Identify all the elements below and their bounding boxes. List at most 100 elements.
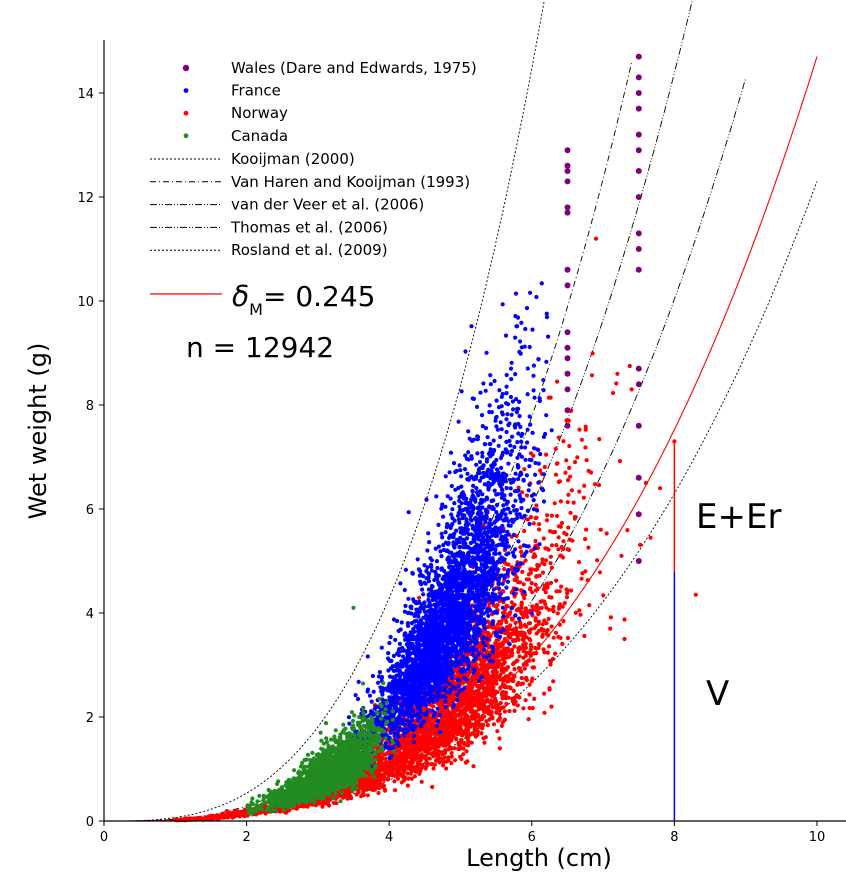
norway-point: [497, 715, 502, 721]
norway-point: [430, 784, 435, 790]
norway-point: [501, 640, 506, 645]
norway-point: [473, 681, 478, 686]
france-point: [475, 451, 480, 456]
france-point: [538, 452, 543, 457]
norway-point: [533, 538, 538, 544]
norway-point: [405, 771, 410, 776]
norway-point: [359, 786, 364, 791]
france-point: [494, 502, 500, 508]
norway-point: [551, 635, 556, 640]
norway-point: [459, 756, 464, 762]
norway-point: [392, 779, 397, 784]
norway-point: [511, 631, 516, 637]
norway-point: [514, 626, 519, 631]
norway-point: [472, 662, 478, 667]
norway-point: [469, 740, 474, 745]
france-point: [504, 384, 509, 389]
norway-point: [535, 566, 540, 571]
france-point: [473, 655, 478, 661]
norway-point: [381, 774, 386, 779]
norway-point: [583, 569, 588, 574]
france-point: [542, 472, 547, 477]
norway-point: [466, 707, 471, 712]
norway-point: [544, 518, 550, 523]
norway-point: [529, 644, 534, 649]
norway-point: [465, 702, 470, 707]
france-point: [377, 670, 382, 675]
norway-point: [385, 761, 391, 766]
norway-point: [499, 723, 504, 729]
norway-point: [544, 630, 549, 635]
norway-point: [365, 785, 370, 791]
norway-point: [534, 602, 540, 607]
norway-point: [502, 685, 507, 690]
norway-point: [568, 510, 573, 515]
norway-point: [537, 573, 542, 578]
france-point: [517, 414, 522, 419]
france-point: [486, 613, 491, 619]
norway-point: [451, 713, 456, 718]
france-point: [411, 733, 416, 738]
norway-point: [563, 470, 568, 475]
norway-point: [402, 750, 407, 755]
norway-point: [580, 571, 585, 576]
norway-point: [582, 633, 587, 639]
norway-point: [458, 703, 463, 708]
norway-point: [611, 390, 616, 396]
norway-point: [593, 236, 599, 241]
norway-point: [436, 744, 441, 749]
norway-point: [477, 715, 482, 720]
norway-point: [423, 741, 428, 747]
norway-point: [542, 710, 547, 715]
norway-point: [228, 811, 233, 816]
norway-point: [502, 678, 508, 683]
norway-point: [467, 685, 472, 690]
norway-point: [206, 815, 211, 821]
norway-point: [601, 593, 606, 598]
norway-point: [525, 517, 531, 522]
norway-point: [497, 708, 502, 713]
france-point: [479, 413, 485, 418]
norway-point: [489, 712, 494, 717]
norway-point: [498, 685, 503, 691]
norway-point: [521, 706, 526, 711]
norway-point: [519, 675, 524, 681]
norway-point: [509, 600, 514, 605]
france-point: [490, 622, 495, 627]
norway-point: [529, 581, 534, 586]
france-point: [531, 388, 536, 393]
france-point: [369, 699, 374, 704]
norway-point: [569, 588, 574, 593]
norway-point: [586, 468, 591, 473]
norway-point: [525, 609, 530, 614]
norway-point: [562, 530, 567, 536]
norway-point: [472, 716, 477, 721]
france-point: [511, 571, 516, 576]
norway-point: [482, 704, 487, 709]
norway-point: [442, 739, 447, 744]
france-point: [443, 474, 448, 479]
norway-point: [494, 710, 499, 715]
france-point: [477, 478, 482, 483]
norway-point: [533, 554, 538, 559]
norway-point: [494, 661, 499, 666]
norway-point: [472, 727, 477, 732]
norway-point: [556, 547, 561, 552]
norway-point: [482, 692, 487, 698]
norway-point: [557, 622, 563, 627]
norway-point: [465, 734, 470, 739]
norway-point: [466, 671, 472, 676]
norway-point: [477, 706, 483, 711]
norway-point: [521, 638, 526, 643]
norway-point: [412, 747, 417, 752]
norway-point: [549, 595, 554, 600]
norway-point: [519, 600, 524, 605]
norway-point: [550, 530, 555, 535]
norway-point: [531, 658, 536, 663]
norway-point: [404, 766, 409, 771]
norway-point: [553, 630, 559, 635]
norway-point: [543, 546, 548, 551]
norway-point: [320, 804, 325, 809]
norway-point: [581, 495, 587, 500]
norway-point: [476, 669, 482, 674]
